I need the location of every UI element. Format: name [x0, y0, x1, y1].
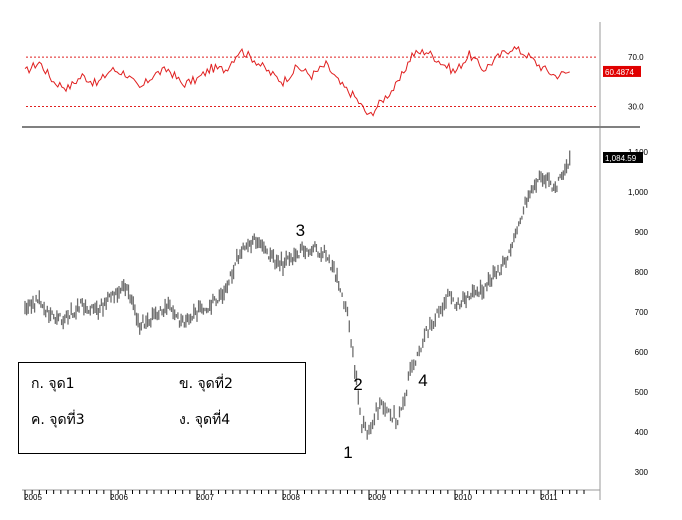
price-tick-label: 600 [635, 348, 649, 357]
point-annotation-4: 4 [418, 371, 427, 390]
year-tick-label: 2010 [454, 493, 472, 502]
price-tick-label: 500 [635, 388, 649, 397]
point-annotation-3: 3 [296, 221, 305, 240]
price-tick-label: 700 [635, 308, 649, 317]
choice-d[interactable]: ง. จุดที่4 [179, 412, 231, 428]
price-panel: 1,1001,0009008007006005004003001,084.593… [24, 148, 649, 477]
year-tick-label: 2008 [282, 493, 300, 502]
indicator-last-value-badge [603, 65, 641, 77]
price-tick-label: 1,000 [628, 188, 649, 197]
answer-choices-box: ก. จุด1 ข. จุดที่2 ค. จุดที่3 ง. จุดที่4 [18, 362, 306, 454]
indicator-tick-label: 30.0 [628, 102, 644, 111]
indicator-last-value-label: 60.4874 [605, 68, 634, 77]
price-tick-label: 300 [635, 468, 649, 477]
indicator-tick-label: 70.0 [628, 53, 644, 62]
x-axis: 2005 2006 2007 2008 2009 2010 2011 [24, 490, 585, 502]
price-tick-label: 900 [635, 228, 649, 237]
choice-b[interactable]: ข. จุดที่2 [179, 376, 233, 392]
year-tick-label: 2007 [196, 493, 214, 502]
price-last-value-label: 1,084.59 [605, 154, 637, 163]
year-tick-label: 2011 [540, 493, 558, 502]
indicator-panel: 70.0 30.0 60.4874 [24, 45, 644, 117]
indicator-series-line [24, 45, 570, 117]
year-tick-label: 2009 [368, 493, 386, 502]
choice-a[interactable]: ก. จุด1 [31, 376, 75, 392]
point-annotation-1: 1 [343, 443, 352, 462]
price-tick-label: 400 [635, 428, 649, 437]
price-tick-label: 800 [635, 268, 649, 277]
price-last-value-badge [603, 152, 643, 163]
year-tick-label: 2006 [110, 493, 128, 502]
point-annotation-2: 2 [353, 375, 362, 394]
choice-c[interactable]: ค. จุดที่3 [31, 412, 85, 428]
year-tick-label: 2005 [24, 493, 42, 502]
